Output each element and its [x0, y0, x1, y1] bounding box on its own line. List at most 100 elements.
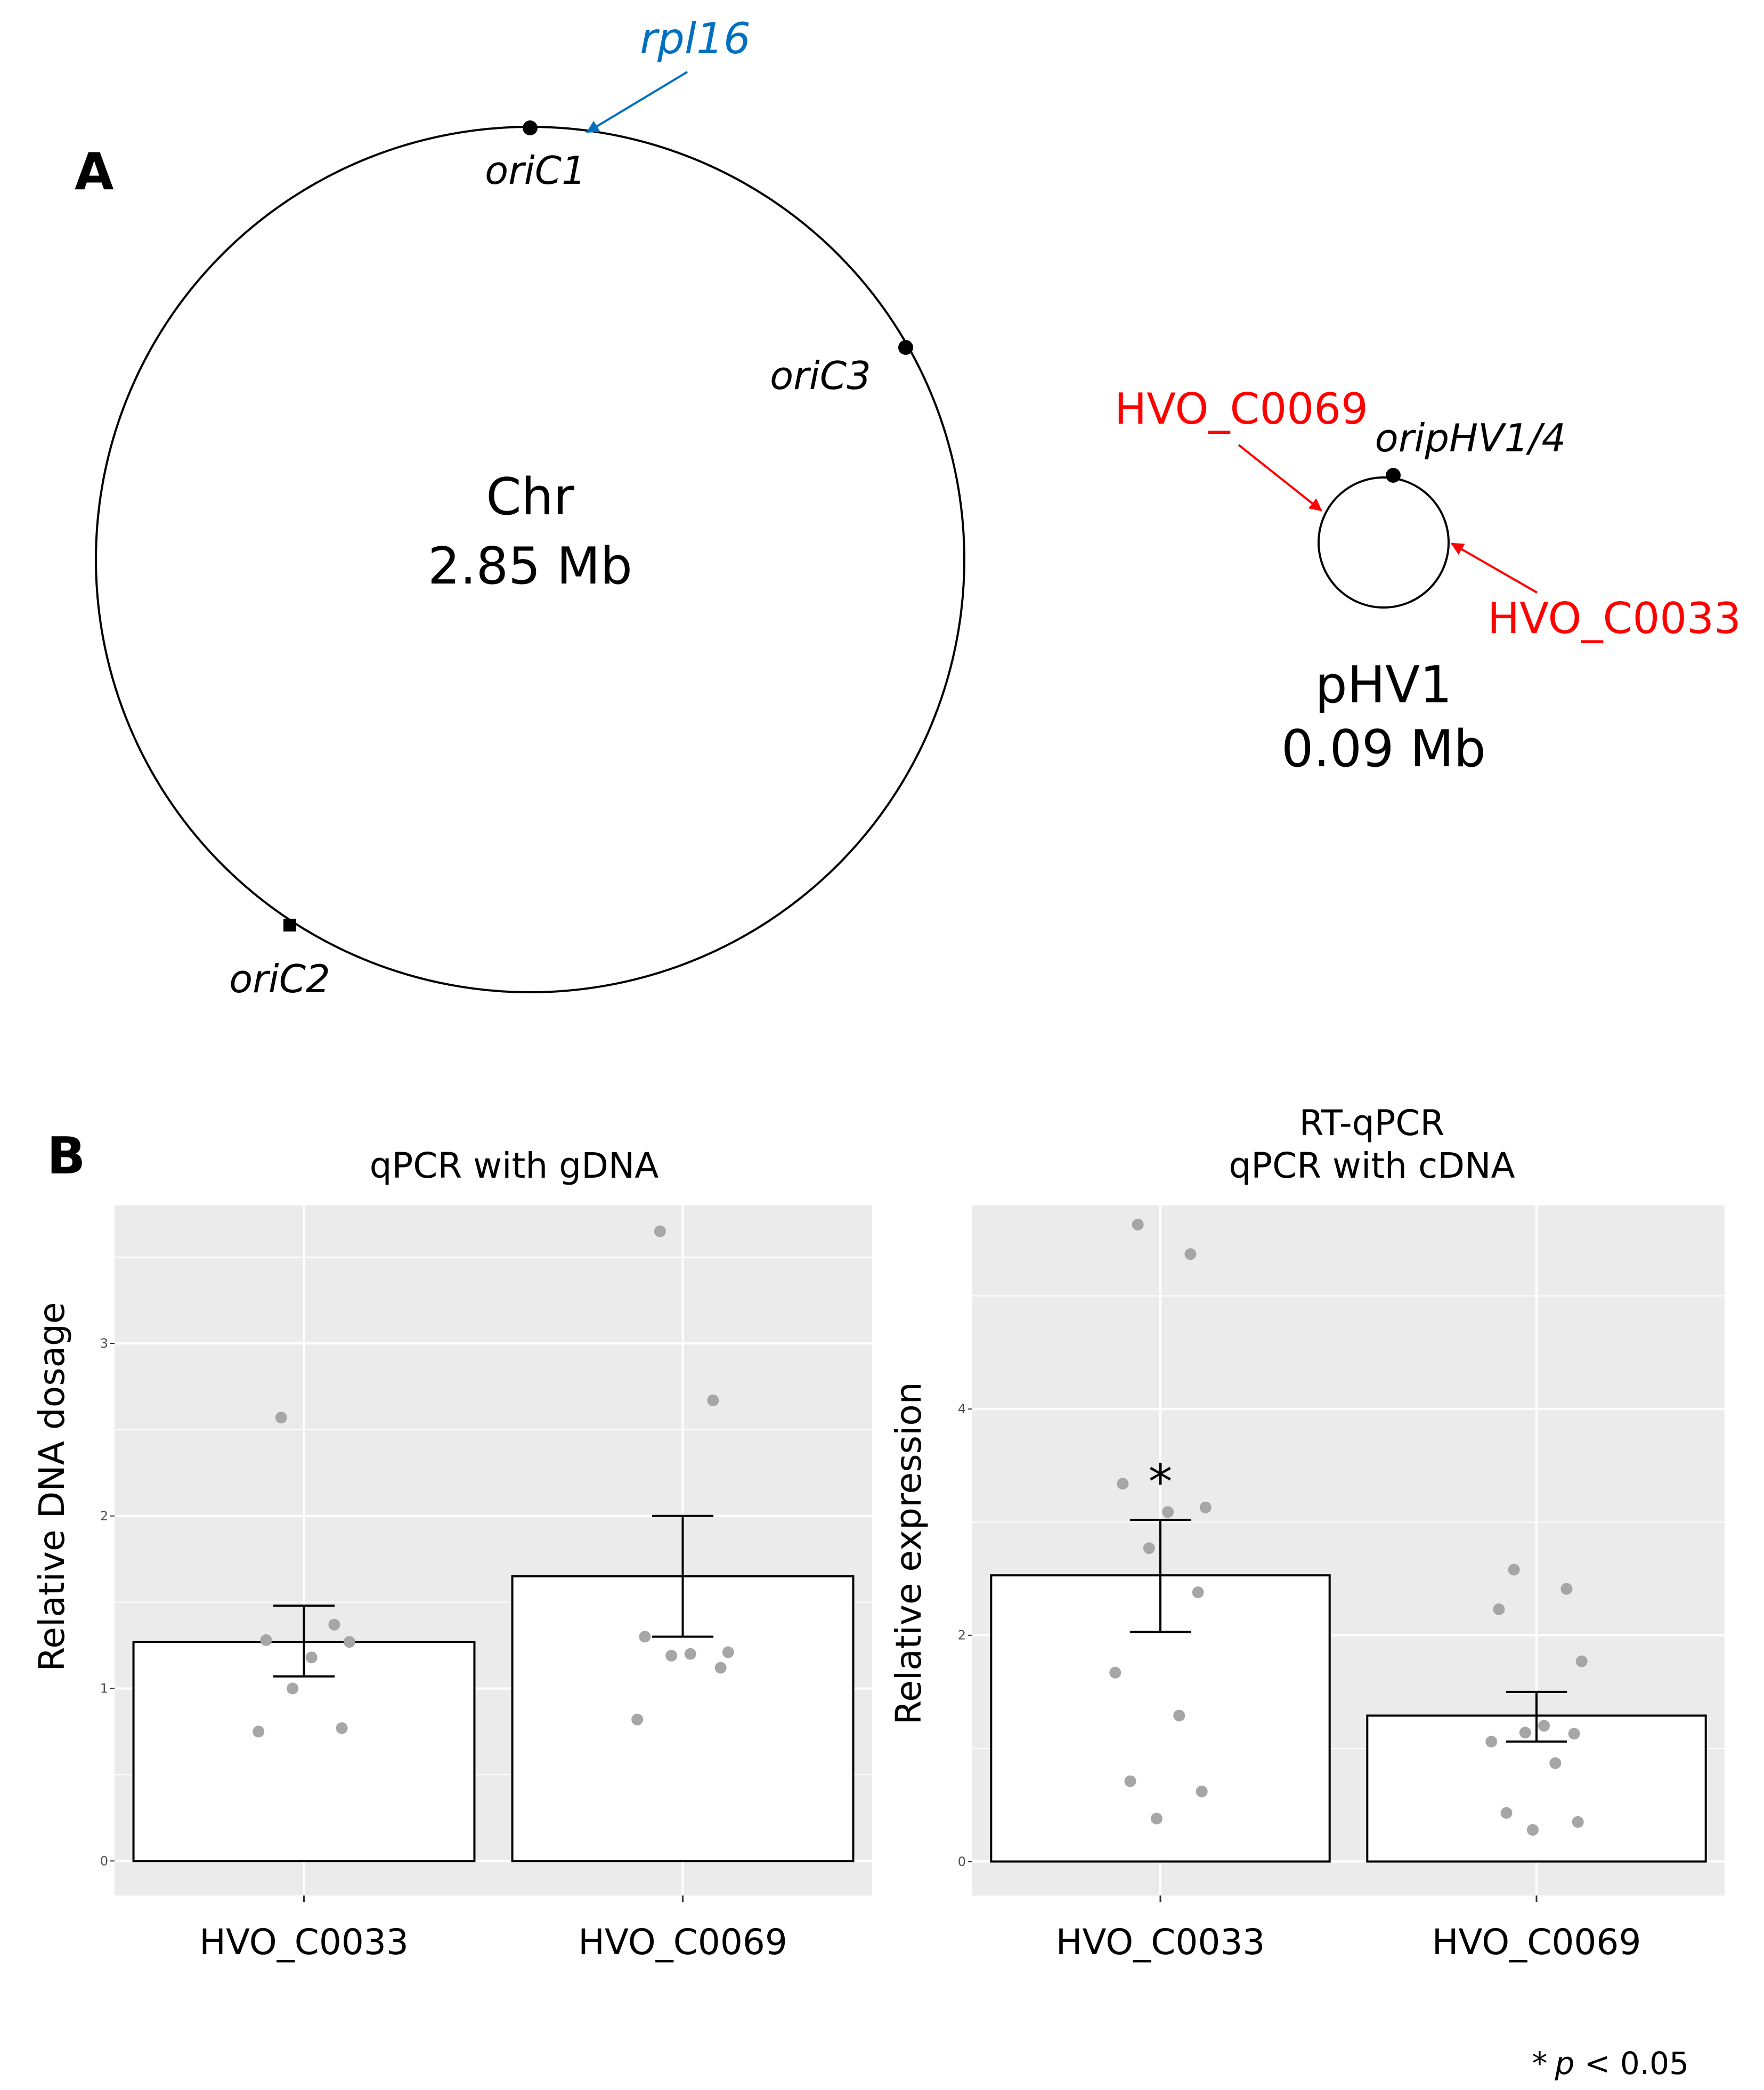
footnote: * p < 0.05 [1532, 2045, 1689, 2081]
panel-a-letter: A [75, 143, 114, 201]
chart-cdna-xticks: HVO_C0033 HVO_C0069 [1056, 1895, 1641, 1963]
arrow-rpl16 [586, 71, 688, 133]
category-label: HVO_C0069 [1432, 1922, 1641, 1963]
data-point [722, 1646, 734, 1658]
data-point [1199, 1501, 1212, 1513]
data-point [275, 1412, 287, 1424]
data-point [654, 1225, 666, 1237]
origin-dot-oric1 [523, 120, 538, 135]
data-point [1549, 1757, 1562, 1769]
chart-cdna-points [1109, 1219, 1588, 1836]
origin-dot-oriphv1 [1386, 468, 1401, 483]
data-point [1538, 1720, 1550, 1732]
data-point [639, 1631, 651, 1643]
data-point [707, 1394, 719, 1406]
data-point [1508, 1564, 1520, 1576]
data-point [1192, 1586, 1204, 1599]
data-point [1117, 1478, 1129, 1490]
data-point [684, 1648, 696, 1660]
footnote-star: * [1532, 2045, 1548, 2081]
arrow-hvo-c0069 [1238, 444, 1322, 512]
chart-gdna-ylabel: Relative DNA dosage [31, 1302, 72, 1671]
origin-label-oriphv1: oripHV1/4 [1375, 416, 1566, 460]
significance-marker: * [1149, 1454, 1173, 1510]
data-point [1109, 1666, 1121, 1679]
panel-b-letter: B [47, 1127, 85, 1186]
chart-cdna-yticks: 0 2 4 [958, 1402, 972, 1869]
plasmid-circle [1318, 476, 1450, 609]
bar-hvo-c0033 [132, 1641, 476, 1862]
chart-cdna-title: RT-qPCR qPCR with cDNA [1229, 1103, 1515, 1186]
ytick-label: 0 [958, 1854, 966, 1869]
origin-label-oric2: oriC2 [229, 957, 330, 1001]
chart-cdna-ylabel: Relative expression [888, 1382, 929, 1724]
data-point [253, 1726, 265, 1738]
ytick-label: 2 [958, 1628, 966, 1643]
chart-cdna-sig: * [1149, 1454, 1173, 1510]
data-point [631, 1713, 644, 1726]
arrow-hvo-c0033 [1450, 542, 1538, 594]
gene-label-hvo-c0033: HVO_C0033 [1487, 594, 1741, 643]
data-point [1143, 1542, 1155, 1554]
origin-label-oric1: oriC1 [485, 148, 586, 193]
data-point [260, 1634, 272, 1646]
data-point [665, 1649, 678, 1662]
category-label: HVO_C0033 [199, 1922, 409, 1963]
data-point [1519, 1727, 1531, 1739]
chart-cdna-errorbars [1129, 1519, 1567, 1743]
panel-a: A Chr 2.85 Mb oriC1 oriC3 oriC2 rpl16 or… [75, 14, 1741, 1001]
data-point [305, 1651, 318, 1664]
data-point [1485, 1736, 1498, 1748]
data-point [1150, 1812, 1163, 1825]
data-point [1560, 1583, 1573, 1595]
chart-cdna-title-line: RT-qPCR [1299, 1103, 1445, 1144]
data-point [1132, 1219, 1144, 1231]
data-point [1526, 1824, 1539, 1836]
ytick-label: 4 [958, 1402, 966, 1416]
data-point [1173, 1710, 1185, 1722]
data-point [328, 1618, 340, 1631]
data-point [1184, 1248, 1197, 1260]
chart-gdna-title-line: qPCR with gDNA [370, 1145, 659, 1186]
chart-cdna-title-line: qPCR with cDNA [1229, 1145, 1515, 1186]
category-label: HVO_C0033 [1056, 1922, 1265, 1963]
data-point [1493, 1603, 1505, 1615]
origin-label-oric3: oriC3 [770, 353, 871, 398]
origin-dot-oric3 [898, 340, 913, 355]
gene-label-rpl16: rpl16 [640, 14, 751, 63]
data-point [1124, 1775, 1136, 1787]
data-point [1500, 1807, 1513, 1819]
data-point [1162, 1506, 1174, 1518]
plasmid-size: 0.09 Mb [1281, 720, 1486, 779]
data-point [287, 1682, 299, 1695]
chromosome-size: 2.85 Mb [428, 537, 632, 596]
plasmid-name: pHV1 [1315, 656, 1452, 715]
data-point [714, 1662, 727, 1674]
chart-gdna-yticks: 0 1 2 3 [100, 1336, 115, 1868]
chart-gdna-points [253, 1225, 734, 1738]
gene-label-hvo-c0069: HVO_C0069 [1115, 384, 1368, 434]
ytick-label: 3 [100, 1336, 108, 1351]
chromosome-name: Chr [486, 468, 575, 526]
data-point [1572, 1816, 1584, 1828]
chart-gdna: qPCR with gDNA 0 1 2 3 HVO_C0033 HVO_C0069 R… [31, 1145, 872, 1963]
origin-dot-oric2 [283, 919, 296, 931]
chart-gdna-errorbars [273, 1514, 714, 1678]
category-label: HVO_C0069 [578, 1922, 787, 1963]
chart-gdna-title: qPCR with gDNA [370, 1145, 659, 1186]
data-point [343, 1636, 355, 1648]
ytick-label: 1 [100, 1681, 108, 1696]
ytick-label: 0 [100, 1853, 108, 1868]
footnote-p: p [1555, 2045, 1575, 2081]
data-point [1575, 1655, 1588, 1667]
data-point [1568, 1728, 1580, 1740]
data-point [336, 1722, 348, 1734]
data-point [1196, 1785, 1208, 1797]
ytick-label: 2 [100, 1509, 108, 1524]
chart-cdna: RT-qPCR qPCR with cDNA 024 HVO_C0033 HVO_C… [888, 1103, 1725, 1963]
panel-b: B qPCR with gDNA 0 1 2 3 HVO_C0033 HVO_C0069… [31, 1103, 1725, 2081]
chart-gdna-xticks: HVO_C0033 HVO_C0069 [199, 1895, 787, 1963]
footnote-rest: < 0.05 [1574, 2045, 1689, 2081]
chart-gdna-bars [132, 1575, 855, 1862]
